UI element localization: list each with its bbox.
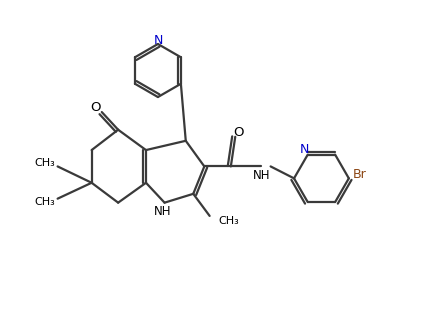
Text: Br: Br — [353, 168, 367, 181]
Text: O: O — [91, 101, 101, 114]
Text: CH₃: CH₃ — [35, 158, 56, 168]
Text: N: N — [154, 34, 163, 47]
Text: NH: NH — [253, 169, 270, 182]
Text: N: N — [300, 143, 309, 156]
Text: CH₃: CH₃ — [218, 216, 239, 226]
Text: O: O — [234, 126, 244, 139]
Text: NH: NH — [154, 205, 171, 218]
Text: CH₃: CH₃ — [35, 197, 56, 207]
